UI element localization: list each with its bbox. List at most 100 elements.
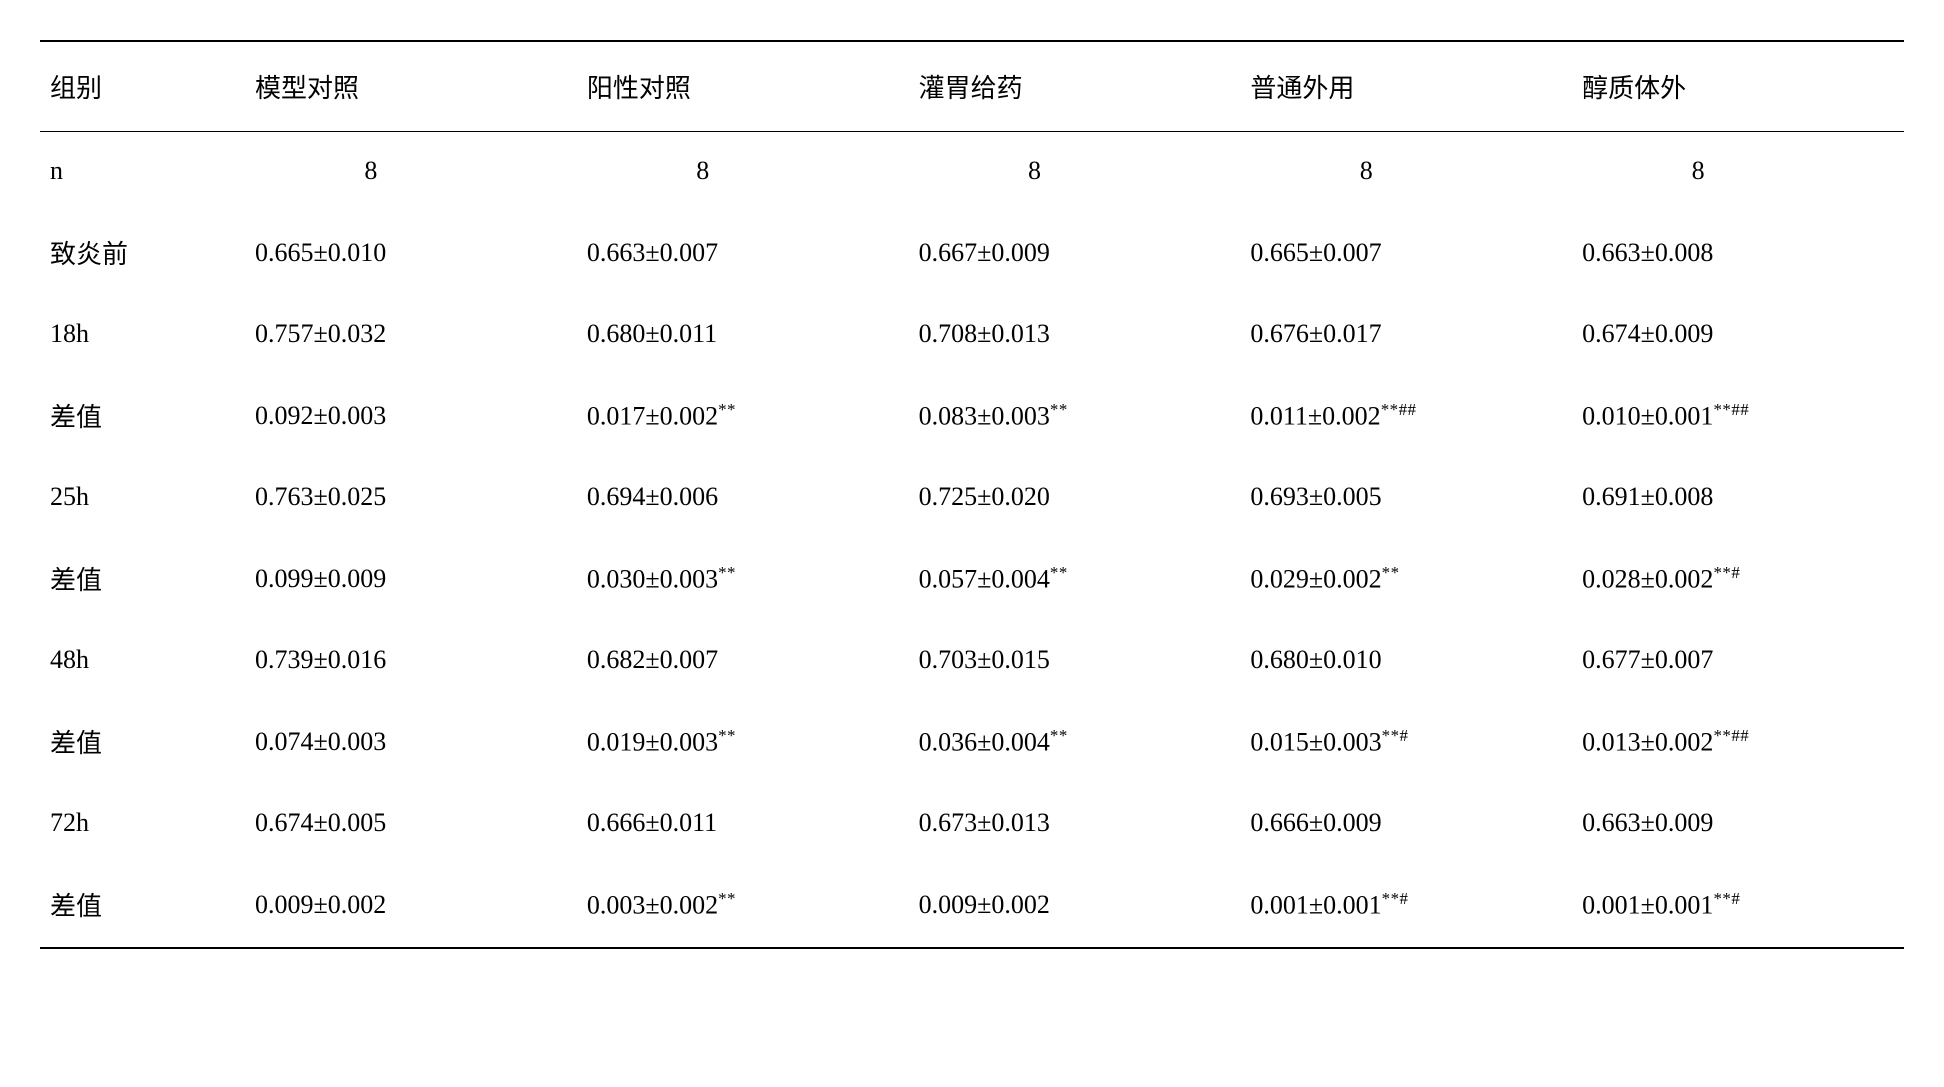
table-cell: 0.099±0.009 (245, 536, 577, 621)
table-cell: 0.680±0.011 (577, 295, 909, 373)
table-cell: 8 (245, 132, 577, 211)
table-cell: 0.030±0.003** (577, 536, 909, 621)
table-cell: 0.691±0.008 (1572, 458, 1904, 536)
significance-marker: ** (1050, 726, 1068, 745)
row-label: 18h (40, 295, 245, 373)
table-row: 48h0.739±0.0160.682±0.0070.703±0.0150.68… (40, 621, 1904, 699)
cell-value: 0.666±0.009 (1250, 808, 1381, 837)
significance-marker: **## (1381, 400, 1417, 419)
header-ethosome: 醇质体外 (1572, 41, 1904, 132)
table-row: 差值0.099±0.0090.030±0.003**0.057±0.004**0… (40, 536, 1904, 621)
significance-marker: **## (1713, 726, 1749, 745)
cell-value: 0.001±0.001 (1582, 890, 1713, 919)
table-body: n88888致炎前0.665±0.0100.663±0.0070.667±0.0… (40, 132, 1904, 949)
table-row: 差值0.009±0.0020.003±0.002**0.009±0.0020.0… (40, 862, 1904, 948)
row-label: 差值 (40, 373, 245, 458)
cell-value: 0.674±0.005 (255, 808, 386, 837)
cell-value: 0.693±0.005 (1250, 482, 1381, 511)
cell-value: 0.011±0.002 (1250, 401, 1380, 430)
table-cell: 0.663±0.008 (1572, 210, 1904, 295)
table-cell: 0.011±0.002**## (1240, 373, 1572, 458)
table-cell: 0.725±0.020 (909, 458, 1241, 536)
cell-value: 8 (1692, 156, 1705, 185)
table-cell: 0.663±0.007 (577, 210, 909, 295)
cell-value: 0.028±0.002 (1582, 564, 1713, 593)
table-cell: 0.666±0.011 (577, 784, 909, 862)
cell-value: 0.074±0.003 (255, 727, 386, 756)
table-cell: 0.009±0.002 (909, 862, 1241, 948)
cell-value: 0.092±0.003 (255, 401, 386, 430)
table-header: 组别 模型对照 阳性对照 灌胃给药 普通外用 醇质体外 (40, 41, 1904, 132)
cell-value: 0.099±0.009 (255, 564, 386, 593)
row-label: 差值 (40, 536, 245, 621)
table-cell: 0.015±0.003**# (1240, 699, 1572, 784)
table-cell: 0.029±0.002** (1240, 536, 1572, 621)
cell-value: 0.017±0.002 (587, 401, 718, 430)
cell-value: 0.680±0.011 (587, 319, 717, 348)
cell-value: 0.676±0.017 (1250, 319, 1381, 348)
table-cell: 0.676±0.017 (1240, 295, 1572, 373)
cell-value: 0.673±0.013 (919, 808, 1050, 837)
table-cell: 0.092±0.003 (245, 373, 577, 458)
significance-marker: **## (1713, 400, 1749, 419)
significance-marker: ** (718, 563, 736, 582)
header-model-control: 模型对照 (245, 41, 577, 132)
data-table: 组别 模型对照 阳性对照 灌胃给药 普通外用 醇质体外 n88888致炎前0.6… (40, 40, 1904, 949)
table-cell: 0.057±0.004** (909, 536, 1241, 621)
cell-value: 0.694±0.006 (587, 482, 718, 511)
cell-value: 8 (696, 156, 709, 185)
table-cell: 8 (909, 132, 1241, 211)
table-cell: 0.036±0.004** (909, 699, 1241, 784)
table-cell: 0.680±0.010 (1240, 621, 1572, 699)
significance-marker: ** (1382, 563, 1400, 582)
cell-value: 0.757±0.032 (255, 319, 386, 348)
table-cell: 0.693±0.005 (1240, 458, 1572, 536)
cell-value: 0.009±0.002 (255, 890, 386, 919)
table-cell: 0.001±0.001**# (1572, 862, 1904, 948)
table-cell: 0.739±0.016 (245, 621, 577, 699)
table-row: n 8 8 8 8 8 (40, 132, 1904, 211)
table-cell: 0.757±0.032 (245, 295, 577, 373)
table-cell: 0.674±0.005 (245, 784, 577, 862)
table-cell: 0.674±0.009 (1572, 295, 1904, 373)
table-cell: 0.010±0.001**## (1572, 373, 1904, 458)
header-row: 组别 模型对照 阳性对照 灌胃给药 普通外用 醇质体外 (40, 41, 1904, 132)
table-cell: 0.001±0.001**# (1240, 862, 1572, 948)
cell-value: 0.019±0.003 (587, 727, 718, 756)
cell-value: 0.015±0.003 (1250, 727, 1381, 756)
table-cell: 0.013±0.002**## (1572, 699, 1904, 784)
table-cell: 0.028±0.002**# (1572, 536, 1904, 621)
cell-value: 0.663±0.008 (1582, 238, 1713, 267)
row-label: n (40, 132, 245, 211)
cell-value: 0.677±0.007 (1582, 645, 1713, 674)
table-row: 18h0.757±0.0320.680±0.0110.708±0.0130.67… (40, 295, 1904, 373)
significance-marker: **# (1713, 563, 1740, 582)
cell-value: 8 (364, 156, 377, 185)
significance-marker: ** (1050, 563, 1068, 582)
cell-value: 0.003±0.002 (587, 890, 718, 919)
table-cell: 0.665±0.010 (245, 210, 577, 295)
table-cell: 8 (577, 132, 909, 211)
row-label: 48h (40, 621, 245, 699)
row-label: 差值 (40, 699, 245, 784)
row-label: 差值 (40, 862, 245, 948)
header-gavage: 灌胃给药 (909, 41, 1241, 132)
cell-value: 0.725±0.020 (919, 482, 1050, 511)
row-label: 72h (40, 784, 245, 862)
cell-value: 0.013±0.002 (1582, 727, 1713, 756)
table-cell: 0.009±0.002 (245, 862, 577, 948)
table-cell: 0.682±0.007 (577, 621, 909, 699)
cell-value: 0.001±0.001 (1250, 890, 1381, 919)
table-row: 致炎前0.665±0.0100.663±0.0070.667±0.0090.66… (40, 210, 1904, 295)
cell-value: 0.010±0.001 (1582, 401, 1713, 430)
cell-value: 0.663±0.007 (587, 238, 718, 267)
table-cell: 0.694±0.006 (577, 458, 909, 536)
cell-value: 0.029±0.002 (1250, 564, 1381, 593)
cell-value: 0.763±0.025 (255, 482, 386, 511)
cell-value: 0.030±0.003 (587, 564, 718, 593)
header-positive-control: 阳性对照 (577, 41, 909, 132)
significance-marker: **# (1382, 726, 1409, 745)
table-cell: 0.083±0.003** (909, 373, 1241, 458)
cell-value: 8 (1360, 156, 1373, 185)
table-cell: 0.763±0.025 (245, 458, 577, 536)
